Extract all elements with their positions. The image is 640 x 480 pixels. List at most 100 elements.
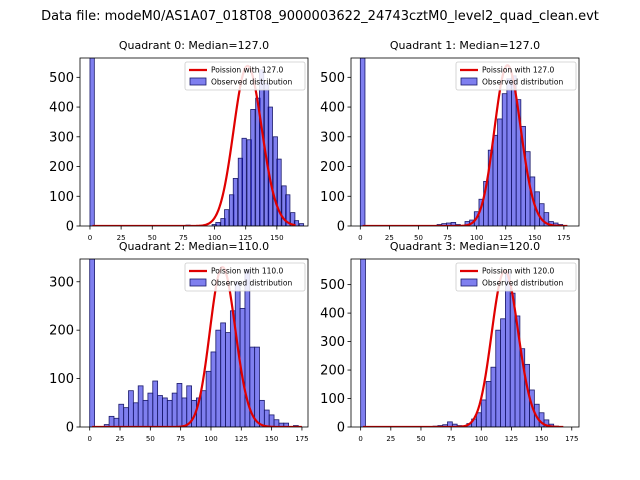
x-tick-label: 50 <box>417 435 426 443</box>
panel-title: Quadrant 2: Median=110.0 <box>119 240 269 253</box>
histogram-bar <box>360 259 366 427</box>
x-tick-label: 100 <box>204 435 217 443</box>
y-tick-label: 200 <box>320 160 345 175</box>
x-tick-label: 100 <box>475 435 488 443</box>
y-tick-label: 0 <box>337 421 345 436</box>
x-tick-label: 125 <box>235 435 248 443</box>
histogram-bar <box>500 318 506 427</box>
histogram-bar <box>166 399 173 427</box>
histogram-bar <box>200 390 207 427</box>
histogram-bar <box>254 346 260 427</box>
histogram-bar <box>490 366 497 427</box>
histogram-bar <box>176 383 183 427</box>
chart-panel-1: Quadrant 1: Median=127.00100200300400500… <box>320 39 580 242</box>
histogram-bar <box>225 332 231 427</box>
x-tick-label: 25 <box>117 234 126 242</box>
x-tick-label: 50 <box>414 234 423 242</box>
poisson-curve <box>363 269 564 427</box>
histogram-bar <box>485 381 492 427</box>
y-tick-label: 100 <box>320 190 345 205</box>
y-tick-label: 500 <box>320 278 345 293</box>
panel-title: Quadrant 1: Median=127.0 <box>390 39 540 52</box>
y-tick-label: 200 <box>49 160 74 175</box>
histogram-bar <box>215 329 222 427</box>
panel-title: Quadrant 0: Median=127.0 <box>119 39 269 52</box>
histogram-bar <box>505 271 511 427</box>
panels: Quadrant 0: Median=127.00100200300400500… <box>49 39 580 443</box>
poisson-curve <box>362 64 568 226</box>
histogram-bar <box>501 93 508 226</box>
histogram-bar <box>210 351 217 427</box>
x-tick-label: 100 <box>470 234 483 242</box>
legend-label-observed: Observed distribution <box>482 279 563 288</box>
legend-box <box>184 61 306 91</box>
axes-frame <box>350 258 580 428</box>
legend-box <box>455 61 577 91</box>
x-tick-label: 50 <box>146 435 155 443</box>
y-tick-label: 500 <box>49 71 74 86</box>
axes-frame <box>79 57 309 227</box>
chart-panel-2: Quadrant 2: Median=110.0 0 100 200 300 0 25 50 7… <box>49 240 308 443</box>
histogram-bar <box>476 412 482 427</box>
histogram-bar <box>543 212 550 226</box>
y-tick-label: 300 <box>49 275 74 290</box>
y-tick-label: 100 <box>320 392 345 407</box>
legend-bar-swatch <box>189 278 207 287</box>
y-tick-label: 0 <box>337 220 345 235</box>
y-tick-label: 400 <box>49 101 74 116</box>
plot-area <box>89 259 302 427</box>
legend-box <box>184 262 306 292</box>
x-tick-label: 175 <box>557 234 570 242</box>
y-tick-label: 200 <box>49 324 74 339</box>
y-tick-label: 500 <box>320 71 345 86</box>
legend-bar-swatch <box>460 278 478 287</box>
histogram-bar <box>506 78 512 226</box>
histogram-bar <box>220 322 226 427</box>
histogram-bar <box>205 370 212 427</box>
histogram-bar <box>108 415 115 427</box>
histogram-bar <box>118 403 125 427</box>
legend-label-observed: Observed distribution <box>211 78 292 87</box>
x-tick-label: 75 <box>447 435 456 443</box>
x-tick-label: 150 <box>535 435 548 443</box>
chart-panel-3: Quadrant 3: Median=120.00100200300400500… <box>320 240 580 443</box>
plot-area <box>360 259 564 427</box>
x-tick-label: 25 <box>385 234 394 242</box>
histogram-bar <box>539 203 545 226</box>
x-tick-label: 25 <box>116 435 125 443</box>
legend-label-observed: Observed distribution <box>482 78 563 87</box>
histogram-bar <box>259 69 265 226</box>
legend-label-poisson: Poission with 127.0 <box>211 66 284 75</box>
histogram-bar <box>285 194 291 226</box>
x-tick-label: 100 <box>208 234 221 242</box>
x-tick-label: 0 <box>358 435 362 443</box>
histogram-bar <box>509 292 516 427</box>
y-tick-label: 300 <box>49 130 74 145</box>
histogram-bar <box>89 259 95 427</box>
histogram-bar <box>152 380 159 427</box>
histogram-bar <box>290 212 296 226</box>
legend-label-poisson: Poission with 127.0 <box>482 66 555 75</box>
x-tick-label: 175 <box>295 435 308 443</box>
chart-panel-0: Quadrant 0: Median=127.00100200300400500… <box>49 39 309 242</box>
panel-title: Quadrant 3: Median=120.0 <box>390 240 540 253</box>
y-tick-label: 0 <box>66 220 74 235</box>
plot-area <box>89 58 305 226</box>
x-tick-label: 75 <box>176 435 185 443</box>
poisson-curve <box>92 265 302 427</box>
histogram-bar <box>123 407 129 427</box>
x-tick-label: 0 <box>88 234 92 242</box>
legend-label-poisson: Poission with 110.0 <box>211 267 284 276</box>
histogram-bar <box>224 209 230 226</box>
x-tick-label: 50 <box>148 234 157 242</box>
histogram-bar <box>162 397 168 427</box>
legend-bar-swatch <box>189 77 207 86</box>
y-tick-label: 200 <box>320 364 345 379</box>
x-tick-label: 150 <box>265 435 278 443</box>
histogram-bar <box>495 329 501 427</box>
y-tick-label: 400 <box>320 307 345 322</box>
histogram-bar <box>132 402 139 427</box>
figure-title: Data file: modeM0/AS1A07_018T08_90000036… <box>41 9 599 24</box>
y-tick-label: 0 <box>66 421 74 436</box>
